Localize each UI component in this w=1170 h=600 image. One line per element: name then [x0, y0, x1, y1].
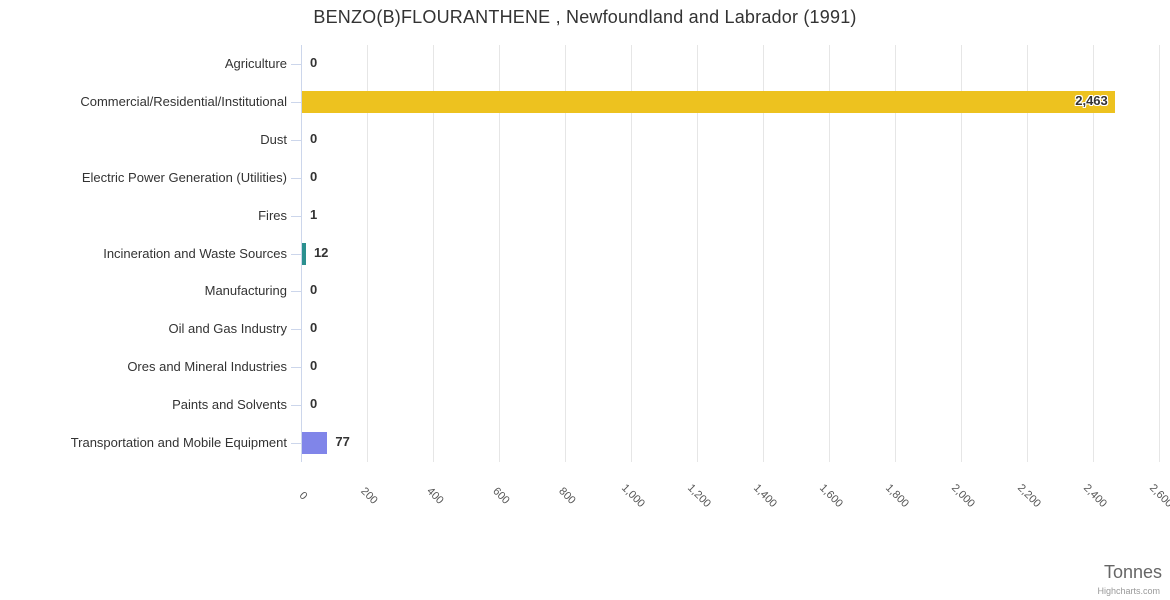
category-label: Transportation and Mobile Equipment	[70, 435, 287, 451]
gridline	[697, 45, 698, 462]
highcharts-credit-link[interactable]: Highcharts.com	[1097, 586, 1160, 596]
category-label: Electric Power Generation (Utilities)	[81, 169, 287, 185]
plot-area: 0 2,463 0 0 1 12 0 0 0 0 77	[291, 45, 1160, 462]
bar-incineration-and-waste-sources[interactable]	[302, 242, 306, 265]
x-axis-tick-label: 2,600	[1147, 482, 1170, 510]
y-axis-tick	[291, 177, 301, 179]
x-axis-tick-label: 2,200	[1015, 482, 1043, 510]
chart-title: BENZO(B)FLOURANTHENE , Newfoundland and …	[313, 7, 857, 27]
category-label: Oil and Gas Industry	[168, 321, 288, 337]
gridline	[763, 45, 764, 462]
bar-transportation-and-mobile-equipment[interactable]	[302, 432, 328, 455]
data-label: 12	[313, 244, 329, 260]
data-label: 0	[310, 130, 318, 146]
x-axis-tick-label: 400	[424, 485, 446, 507]
bar-commercial-residential-institutional[interactable]	[302, 90, 1115, 113]
y-axis-tick	[291, 101, 301, 103]
data-label: 0	[310, 54, 318, 70]
data-label: 0	[310, 320, 318, 336]
x-axis-tick-label: 2,000	[949, 482, 977, 510]
x-axis-tick-label: 800	[556, 485, 578, 507]
y-axis-line	[301, 45, 302, 462]
x-axis-tick-label: 1,400	[751, 482, 779, 510]
y-axis-tick	[291, 367, 301, 369]
y-axis-tick	[291, 291, 301, 293]
y-axis-category-labels: Agriculture Commercial/Residential/Instit…	[0, 45, 287, 462]
gridline	[895, 45, 896, 462]
data-label: 0	[310, 396, 318, 412]
gridline	[1159, 45, 1160, 462]
data-label: 0	[310, 358, 318, 374]
y-axis-tick	[291, 139, 301, 141]
category-label: Commercial/Residential/Institutional	[80, 93, 287, 109]
y-axis-tick	[291, 443, 301, 445]
category-label: Ores and Mineral Industries	[127, 359, 287, 375]
x-axis-tick-label: 1,800	[883, 482, 911, 510]
category-label: Manufacturing	[204, 283, 287, 299]
category-label: Agriculture	[224, 55, 287, 71]
data-label: 1	[310, 206, 318, 222]
y-axis-tick	[291, 215, 301, 217]
gridline	[565, 45, 566, 462]
gridline	[631, 45, 632, 462]
gridline	[961, 45, 962, 462]
gridline	[829, 45, 830, 462]
x-axis-tick-label: 0	[296, 489, 310, 503]
data-label: 0	[310, 282, 318, 298]
y-axis-tick	[291, 253, 301, 255]
gridline	[1093, 45, 1094, 462]
y-axis-tick	[291, 329, 301, 331]
x-axis-tick-label: 600	[490, 485, 512, 507]
data-label: 0	[310, 168, 318, 184]
gridline	[499, 45, 500, 462]
category-label: Dust	[260, 131, 287, 147]
data-label: 77	[335, 434, 350, 450]
gridline	[433, 45, 434, 462]
category-label: Paints and Solvents	[172, 397, 287, 413]
y-axis-tick	[291, 405, 301, 407]
gridline	[1027, 45, 1028, 462]
x-axis-tick-label: 1,000	[619, 482, 647, 510]
category-label: Fires	[258, 207, 287, 223]
x-axis-title: Tonnes	[1103, 562, 1162, 582]
x-axis-tick-label: 1,200	[685, 482, 713, 510]
y-axis-tick	[291, 63, 301, 65]
category-label: Incineration and Waste Sources	[103, 245, 287, 261]
data-label: 2,463	[1075, 92, 1108, 108]
x-axis-tick-label: 1,600	[817, 482, 845, 510]
x-axis-tick-label: 200	[358, 485, 380, 507]
gridline	[367, 45, 368, 462]
x-axis-tick-label: 2,400	[1081, 482, 1109, 510]
